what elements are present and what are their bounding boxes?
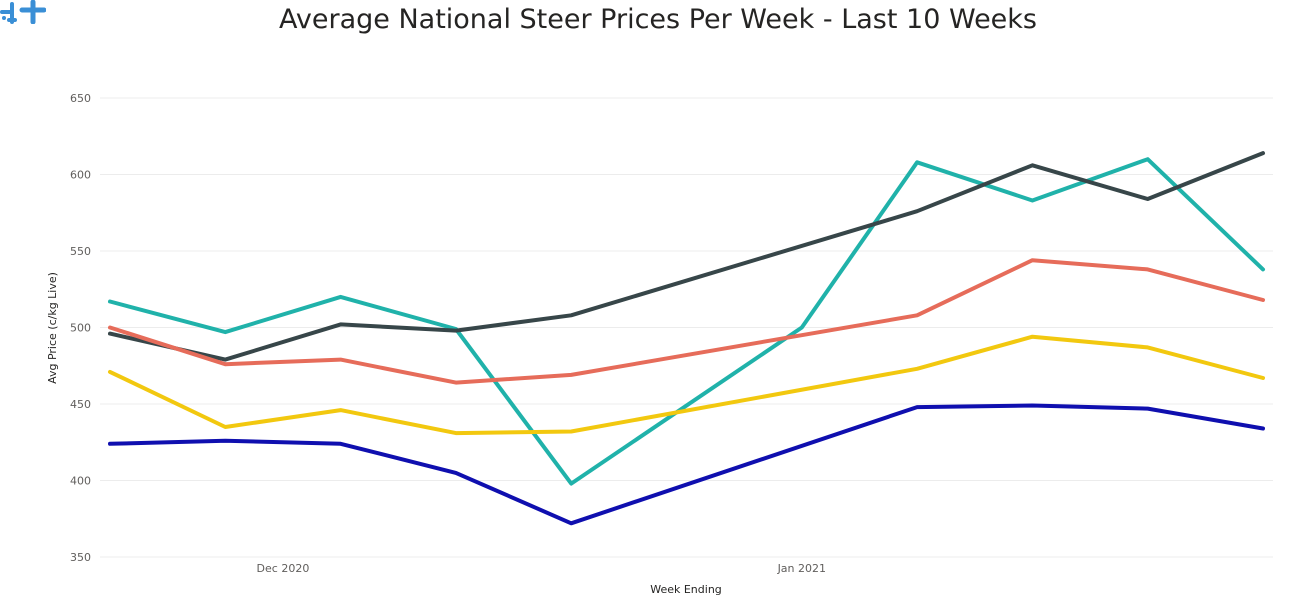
gridlines xyxy=(100,97,1273,558)
x-tick-label: Jan 2021 xyxy=(777,562,826,575)
y-tick-label: 650 xyxy=(70,92,91,105)
y-tick-label: 500 xyxy=(70,322,91,335)
brand-logo-icon xyxy=(0,0,46,24)
x-axis-ticks: Dec 2020 Jan 2021 xyxy=(257,562,826,575)
chart-title: Average National Steer Prices Per Week -… xyxy=(279,4,1037,35)
y-tick-label: 600 xyxy=(70,169,91,182)
y-tick-label: 400 xyxy=(70,475,91,488)
y-tick-label: 450 xyxy=(70,398,91,411)
series-line-5 xyxy=(108,403,1265,526)
series-line-1 xyxy=(108,157,1265,486)
x-tick-label: Dec 2020 xyxy=(257,562,310,575)
y-axis-title: Avg Price (c/kg Live) xyxy=(46,272,59,384)
y-axis-ticks: 350 400 450 500 550 600 650 xyxy=(70,92,91,564)
series-line-3 xyxy=(108,258,1265,385)
x-axis-title: Week Ending xyxy=(650,583,722,596)
y-tick-label: 350 xyxy=(70,551,91,564)
series-line-2 xyxy=(108,151,1265,362)
y-tick-label: 550 xyxy=(70,245,91,258)
series-lines xyxy=(108,151,1265,526)
series-line-4 xyxy=(108,334,1265,436)
